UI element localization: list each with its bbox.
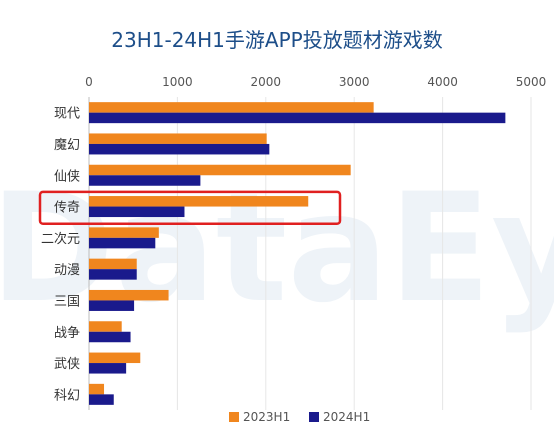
category-label: 传奇 <box>54 200 80 216</box>
category-label: 三国 <box>54 294 80 309</box>
bar-2023H1 <box>89 321 122 332</box>
bar-2023H1 <box>89 258 137 270</box>
highlight-rectangle <box>38 190 342 225</box>
watermark-text: DataEye <box>0 162 554 336</box>
bar-2024H1 <box>89 237 156 249</box>
bar-2023H1 <box>89 196 309 207</box>
category-label: 动漫 <box>54 263 80 278</box>
bar-2023H1 <box>89 164 351 176</box>
legend-swatch <box>229 412 239 422</box>
bar-2024H1 <box>89 394 114 405</box>
x-tick-label: 1000 <box>162 75 193 89</box>
category-label: 魔幻 <box>54 138 80 153</box>
bar-2024H1 <box>89 143 270 155</box>
bar-2024H1 <box>89 112 506 124</box>
highlight-box <box>38 190 342 225</box>
bar-2023H1 <box>89 133 267 144</box>
bar-2023H1 <box>89 289 169 301</box>
bar-2024H1 <box>89 206 185 218</box>
bar-2023H1 <box>89 383 105 395</box>
x-tick-label: 3000 <box>339 75 370 89</box>
category-label: 科幻 <box>54 388 80 403</box>
bar-2023H1 <box>89 102 374 113</box>
x-axis-ticks: 0 1000 2000 3000 4000 5000 <box>85 75 546 89</box>
bar-2023H1 <box>89 352 141 364</box>
bar-2024H1 <box>89 331 131 343</box>
bar-2024H1 <box>89 175 201 186</box>
chart-title: 23H1-24H1手游APP投放题材游戏数 <box>111 28 442 52</box>
bar-2024H1 <box>89 300 135 311</box>
legend-swatch <box>309 412 319 422</box>
x-tick-label: 0 <box>85 75 93 89</box>
x-tick-label: 2000 <box>251 75 282 89</box>
bar-2024H1 <box>89 363 127 374</box>
bar-2023H1 <box>89 227 159 238</box>
legend-label: 2023H1 <box>243 410 290 424</box>
bar-series <box>89 102 506 405</box>
category-label: 二次元 <box>41 231 80 247</box>
category-label: 仙侠 <box>54 169 80 184</box>
category-label: 武侠 <box>54 357 80 372</box>
bar-2024H1 <box>89 269 137 280</box>
legend: 2023H1 2024H1 <box>229 410 370 424</box>
x-tick-label: 4000 <box>427 75 458 89</box>
category-label: 战争 <box>54 326 80 341</box>
x-tick-label: 5000 <box>516 75 547 89</box>
category-label: 现代 <box>54 107 80 122</box>
legend-label: 2024H1 <box>323 410 370 424</box>
